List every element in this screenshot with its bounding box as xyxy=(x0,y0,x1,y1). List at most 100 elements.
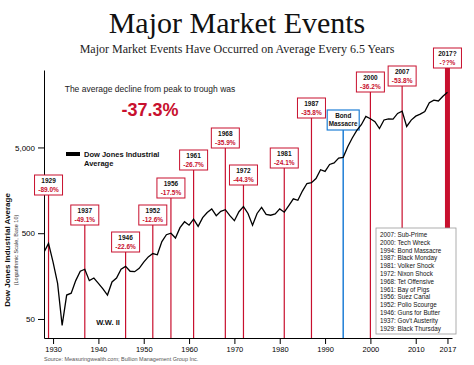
event-list-item: 1946: Guns for Butter xyxy=(380,309,440,316)
y-tick-mark xyxy=(38,319,44,320)
x-tick: 2010 xyxy=(408,338,425,354)
x-tick: 1950 xyxy=(136,338,153,354)
event-list-item: 1994: Bond Massacre xyxy=(380,247,442,254)
event-decline: -??% xyxy=(440,59,456,66)
average-decline-value: -37.3% xyxy=(121,100,178,120)
event-box xyxy=(270,148,298,168)
event-line xyxy=(48,195,49,338)
event-box xyxy=(157,178,185,198)
event-decline: -12.6% xyxy=(142,216,163,223)
event-decline: -17.5% xyxy=(161,189,182,196)
event-year: 1972 xyxy=(236,167,251,174)
x-tick-mark xyxy=(98,338,99,344)
event-year: 1987 xyxy=(304,100,319,107)
x-tick: 1930 xyxy=(45,338,62,354)
event-decline: -35.9% xyxy=(215,139,236,146)
x-tick-mark xyxy=(325,338,326,344)
event-line xyxy=(311,118,312,338)
x-tick: 1960 xyxy=(181,338,198,354)
event-box xyxy=(297,98,325,118)
event-list-item: 2007: Sub-Prime xyxy=(380,231,428,238)
event-line xyxy=(402,86,403,228)
event-box xyxy=(180,150,208,170)
event-decline: -89.0% xyxy=(38,186,59,193)
event-list: 2007: Sub-Prime2000: Tech Wreck1994: Bon… xyxy=(376,228,456,334)
x-tick-label: 1950 xyxy=(136,345,153,354)
y-tick-mark xyxy=(38,147,44,148)
y-axis: 50 500 5,000 xyxy=(15,71,45,339)
event-list-item: 1929: Black Thursday xyxy=(380,325,442,333)
y-axis-title: Dow Jones Industrial Average xyxy=(3,193,12,307)
x-tick-label: 1960 xyxy=(181,345,198,354)
event-decline: -53.8% xyxy=(392,77,413,84)
events: 1929-89.0%1937-49.1%1946-22.6%1952-12.6%… xyxy=(35,48,462,338)
y-tick-mark xyxy=(38,233,44,234)
x-tick-mark xyxy=(370,338,371,344)
event-box xyxy=(35,175,63,195)
x-tick-label: 2017 xyxy=(440,345,457,354)
title: Major Market Events xyxy=(109,6,366,39)
event-year: 1937 xyxy=(78,207,93,214)
highlight-label-line: Massacre xyxy=(329,120,358,127)
y-tick: 50 xyxy=(26,315,44,324)
event-line xyxy=(193,170,194,338)
event-box xyxy=(356,72,384,92)
legend-label-line: Dow Jones Industrial xyxy=(84,150,159,159)
event-year: 2017? xyxy=(438,50,456,57)
legend-swatch xyxy=(66,152,80,156)
event-line xyxy=(170,198,171,338)
x-tick: 1940 xyxy=(91,338,108,354)
event-year: 1929 xyxy=(41,177,56,184)
y-tick: 500 xyxy=(22,229,44,238)
plot xyxy=(44,92,447,325)
legend-label: Dow Jones IndustrialAverage xyxy=(84,150,159,168)
x-tick: 1970 xyxy=(227,338,244,354)
x-tick-mark xyxy=(447,338,448,344)
event-list-item: 1952: Polio Scourge xyxy=(380,301,437,309)
event-year: 1961 xyxy=(186,152,201,159)
y-axis-line xyxy=(44,71,45,339)
event-line xyxy=(445,68,450,228)
event-list-item: 1981: Volker Shock xyxy=(380,262,435,269)
legend-label-line: Average xyxy=(84,159,113,168)
y-axis-note: (Logarithmic Scale, Base 10) xyxy=(13,215,19,286)
x-tick-mark xyxy=(416,338,417,344)
event-box xyxy=(139,205,167,225)
event-box xyxy=(229,165,257,185)
x-tick-label: 1980 xyxy=(272,345,289,354)
x-tick-label: 2000 xyxy=(363,345,380,354)
event-year: 1981 xyxy=(277,150,292,157)
event-list-item: 1972: Nixon Shock xyxy=(380,270,434,277)
event-year: 2000 xyxy=(363,74,378,81)
x-tick-mark xyxy=(53,338,54,344)
x-tick-label: 1970 xyxy=(227,345,244,354)
event-box xyxy=(71,205,99,225)
event-year: 1946 xyxy=(118,234,133,241)
highlight-label-line: Bond xyxy=(335,112,351,119)
y-tick-label: 50 xyxy=(26,315,35,324)
annotation: W.W. II xyxy=(96,318,120,327)
x-tick: 2017 xyxy=(440,338,457,354)
event-year: 2007 xyxy=(395,68,410,75)
highlight-box xyxy=(327,110,359,130)
highlight-label: BondMassacre xyxy=(329,112,358,127)
data-line xyxy=(44,92,447,325)
x-axis: 1930 1940 1950 1960 1970 1980 1990 2000 2010 2017 xyxy=(45,338,457,354)
y-tick-label: 5,000 xyxy=(15,144,36,153)
x-axis-line xyxy=(45,338,453,339)
event-decline: -49.1% xyxy=(74,216,95,223)
x-tick-mark xyxy=(189,338,190,344)
x-tick-mark xyxy=(234,338,235,344)
event-box xyxy=(388,66,416,86)
event-decline: -44.3% xyxy=(233,176,254,183)
x-tick-label: 1990 xyxy=(317,345,334,354)
event-year: 1968 xyxy=(218,130,233,137)
highlight-line xyxy=(342,130,344,338)
x-tick: 1980 xyxy=(272,338,289,354)
event-line xyxy=(284,168,285,338)
x-tick-label: 1940 xyxy=(91,345,108,354)
event-box xyxy=(211,128,239,148)
event-decline: -36.2% xyxy=(360,83,381,90)
average-decline-text: The average decline from peak to trough … xyxy=(65,84,236,94)
event-list-item: 1961: Bay of Pigs xyxy=(380,286,429,294)
